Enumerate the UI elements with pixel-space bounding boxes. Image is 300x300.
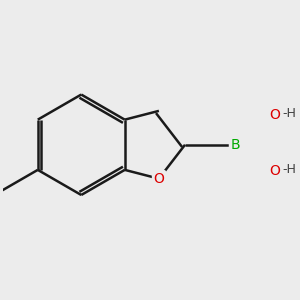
Text: -H: -H (283, 163, 297, 176)
Text: -H: -H (283, 107, 297, 120)
Text: B: B (230, 138, 240, 152)
Text: O: O (270, 164, 280, 178)
Text: O: O (270, 109, 280, 122)
Text: O: O (154, 172, 164, 186)
